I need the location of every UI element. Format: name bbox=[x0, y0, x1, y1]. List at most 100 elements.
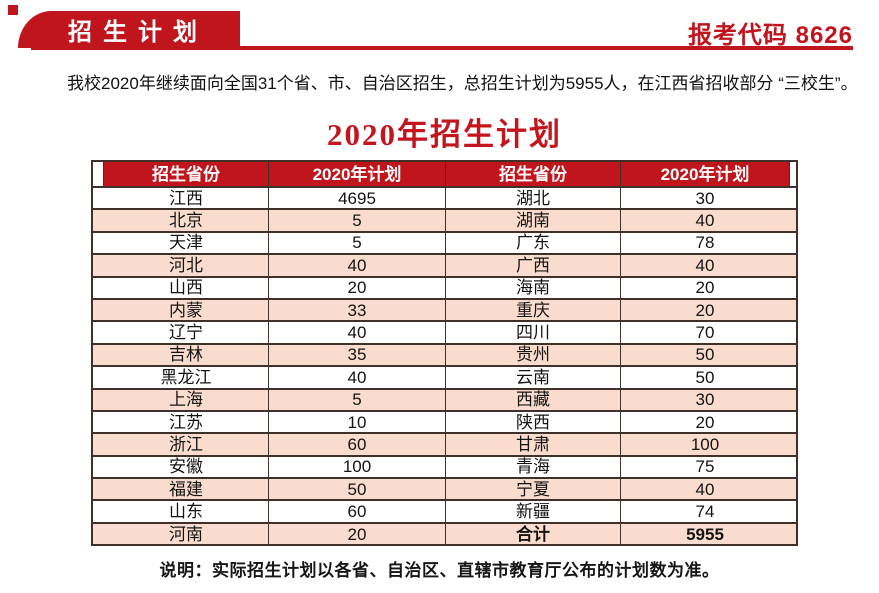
table-cell: 陕西 bbox=[445, 411, 620, 433]
header-edge-cell bbox=[789, 162, 796, 186]
table-cell: 湖北 bbox=[445, 188, 620, 209]
table-cell: 湖南 bbox=[445, 210, 620, 231]
table-cell: 20 bbox=[268, 277, 445, 298]
row-edge-cell bbox=[93, 299, 103, 321]
table-row: 黑龙江 40 云南 50 bbox=[93, 367, 796, 390]
table-row: 辽宁 40 四川 70 bbox=[93, 322, 796, 345]
table-row: 上海 5 西藏 30 bbox=[93, 389, 796, 412]
table-cell: 30 bbox=[620, 188, 789, 209]
row-edge-cell bbox=[789, 434, 796, 455]
row-edge-cell bbox=[789, 255, 796, 276]
table-cell: 100 bbox=[268, 456, 445, 478]
table-cell: 广西 bbox=[445, 255, 620, 276]
table-body: 江西 4695 湖北 30 北京 5 湖南 40 天津 5 广东 78 河北 40 广西 40 山西 20 海南 20… bbox=[93, 188, 796, 545]
table-cell: 海南 bbox=[445, 277, 620, 298]
table-header-row: 招生省份 2020年计划 招生省份 2020年计划 bbox=[93, 162, 796, 188]
row-edge-cell bbox=[789, 277, 796, 298]
table-cell: 重庆 bbox=[445, 299, 620, 321]
table-row: 内蒙 33 重庆 20 bbox=[93, 299, 796, 323]
decorative-red-square bbox=[8, 5, 18, 15]
table-cell: 广东 bbox=[445, 232, 620, 254]
section-banner-label: 招生计划 bbox=[68, 19, 208, 46]
table-cell: 40 bbox=[620, 479, 789, 500]
table-cell: 北京 bbox=[103, 210, 268, 231]
note-text: 说明：实际招生计划以各省、自治区、直辖市教育厅公布的计划数为准。 bbox=[159, 561, 720, 580]
table-cell: 20 bbox=[620, 411, 789, 433]
table-cell: 黑龙江 bbox=[103, 367, 268, 388]
table-cell: 40 bbox=[268, 255, 445, 276]
table-row: 江苏 10 陕西 20 bbox=[93, 411, 796, 435]
column-header-province-left: 招生省份 bbox=[103, 162, 268, 186]
table-cell: 20 bbox=[268, 523, 445, 545]
table-cell: 5 bbox=[268, 389, 445, 410]
row-edge-cell bbox=[93, 188, 103, 209]
table-cell: 宁夏 bbox=[445, 479, 620, 500]
header-edge-cell bbox=[93, 162, 103, 186]
enrollment-table: 招生省份 2020年计划 招生省份 2020年计划 江西 4695 湖北 30 北京 5 湖… bbox=[91, 160, 798, 547]
row-edge-cell bbox=[789, 479, 796, 500]
row-edge-cell bbox=[789, 367, 796, 388]
table-cell: 50 bbox=[620, 344, 789, 366]
row-edge-cell bbox=[789, 456, 796, 478]
table-cell: 5 bbox=[268, 232, 445, 254]
table-cell: 10 bbox=[268, 411, 445, 433]
row-edge-cell bbox=[93, 232, 103, 254]
row-edge-cell bbox=[93, 344, 103, 366]
table-cell: 20 bbox=[620, 277, 789, 298]
row-edge-cell bbox=[93, 456, 103, 478]
column-header-plan-left: 2020年计划 bbox=[268, 162, 445, 186]
row-edge-cell bbox=[789, 411, 796, 433]
table-cell: 60 bbox=[268, 501, 445, 522]
table-cell: 浙江 bbox=[103, 434, 268, 455]
exam-code-label: 报考代码 8626 bbox=[687, 22, 853, 49]
table-cell: 贵州 bbox=[445, 344, 620, 366]
page-title: 2020年招生计划 bbox=[327, 117, 562, 152]
header-divider-line bbox=[31, 46, 853, 50]
row-edge-cell bbox=[789, 389, 796, 410]
table-cell: 40 bbox=[620, 255, 789, 276]
table-cell: 30 bbox=[620, 389, 789, 410]
table-row: 北京 5 湖南 40 bbox=[93, 210, 796, 233]
table-cell: 40 bbox=[620, 210, 789, 231]
table-cell: 新疆 bbox=[445, 501, 620, 522]
table-cell: 50 bbox=[268, 479, 445, 500]
table-cell: 75 bbox=[620, 456, 789, 478]
row-edge-cell bbox=[93, 322, 103, 343]
table-cell: 辽宁 bbox=[103, 322, 268, 343]
column-header-province-right: 招生省份 bbox=[445, 162, 620, 186]
row-edge-cell bbox=[789, 210, 796, 231]
row-edge-cell bbox=[93, 255, 103, 276]
row-edge-cell bbox=[93, 411, 103, 433]
row-edge-cell bbox=[789, 299, 796, 321]
table-cell: 上海 bbox=[103, 389, 268, 410]
table-row: 山东 60 新疆 74 bbox=[93, 501, 796, 524]
row-edge-cell bbox=[789, 344, 796, 366]
row-edge-cell bbox=[789, 188, 796, 209]
table-cell: 山西 bbox=[103, 277, 268, 298]
table-cell: 西藏 bbox=[445, 389, 620, 410]
row-edge-cell bbox=[93, 501, 103, 522]
row-edge-cell bbox=[93, 523, 103, 545]
table-cell: 云南 bbox=[445, 367, 620, 388]
table-cell: 福建 bbox=[103, 479, 268, 500]
table-cell: 内蒙 bbox=[103, 299, 268, 321]
table-cell: 78 bbox=[620, 232, 789, 254]
column-header-plan-right: 2020年计划 bbox=[620, 162, 789, 186]
table-row: 天津 5 广东 78 bbox=[93, 232, 796, 256]
intro-text: 我校2020年继续面向全国31个省、市、自治区招生，总招生计划为5955人，在江… bbox=[67, 74, 858, 93]
table-row: 河南 20 合计 5955 bbox=[93, 523, 796, 545]
table-cell: 吉林 bbox=[103, 344, 268, 366]
table-cell: 安徽 bbox=[103, 456, 268, 478]
table-cell: 4695 bbox=[268, 188, 445, 209]
table-row: 河北 40 广西 40 bbox=[93, 255, 796, 278]
table-cell: 50 bbox=[620, 367, 789, 388]
table-cell: 70 bbox=[620, 322, 789, 343]
table-cell: 合计 bbox=[445, 523, 620, 545]
row-edge-cell bbox=[93, 479, 103, 500]
table-cell: 40 bbox=[268, 322, 445, 343]
row-edge-cell bbox=[93, 389, 103, 410]
table-cell: 河北 bbox=[103, 255, 268, 276]
table-cell: 60 bbox=[268, 434, 445, 455]
row-edge-cell bbox=[93, 210, 103, 231]
